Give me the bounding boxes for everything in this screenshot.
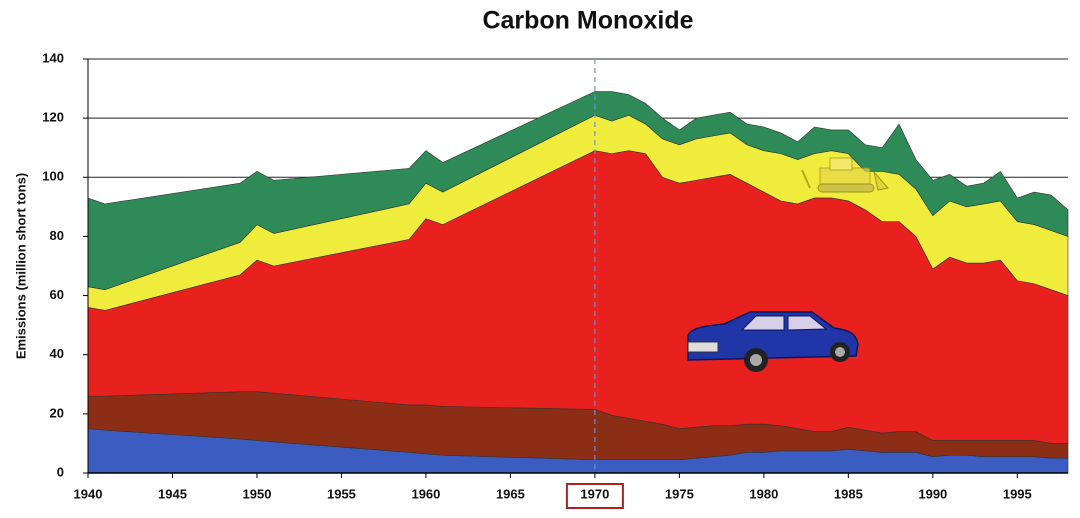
- x-tick-label: 1970: [580, 486, 609, 501]
- y-tick-label: 120: [42, 110, 64, 125]
- y-tick-label: 100: [42, 169, 64, 184]
- x-tick-label: 1980: [749, 486, 778, 501]
- x-tick-label: 1950: [243, 486, 272, 501]
- chart-title: Carbon Monoxide: [482, 7, 693, 35]
- x-tick-label: 1990: [918, 486, 947, 501]
- x-tick-label: 1965: [496, 486, 525, 501]
- x-tick-label: 1960: [411, 486, 440, 501]
- x-tick-label: 1995: [1003, 486, 1032, 501]
- x-tick-label: 1955: [327, 486, 356, 501]
- bulldozer-icon: [801, 157, 889, 193]
- car-icon: [687, 311, 859, 372]
- y-axis-title: Emissions (million short tons): [13, 173, 28, 359]
- highlight-box: [565, 483, 624, 509]
- y-tick-label: 0: [57, 464, 64, 479]
- x-tick-label: 1940: [74, 486, 103, 501]
- x-tick-label: 1985: [834, 486, 863, 501]
- y-tick-label: 20: [50, 405, 64, 420]
- x-tick-label: 1975: [665, 486, 694, 501]
- y-tick-label: 80: [50, 228, 64, 243]
- y-tick-label: 40: [50, 346, 64, 361]
- x-tick-label: 1945: [158, 486, 187, 501]
- y-tick-label: 140: [42, 50, 64, 65]
- axes: 0 20 40 60 80 100 120 140 1940 1945 1950 1955 1960 19…: [42, 50, 1068, 509]
- y-tick-label: 60: [50, 287, 64, 302]
- area: [87, 91, 1069, 290]
- areas: [87, 91, 1069, 474]
